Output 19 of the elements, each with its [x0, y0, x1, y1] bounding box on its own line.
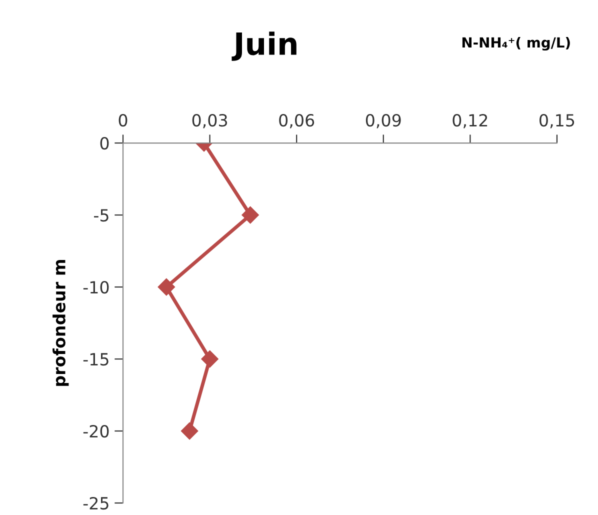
x-tick-label: 0,12: [452, 114, 488, 128]
x-tick-label: 0,09: [366, 114, 401, 128]
y-tick-label: 0: [100, 136, 109, 150]
point: [181, 422, 198, 440]
x-tick-label: 0,06: [279, 114, 314, 128]
x-tick-label: 0,15: [540, 114, 574, 128]
point: [242, 206, 259, 224]
x-tick-label: 0: [118, 114, 128, 127]
point: [158, 278, 175, 296]
chart-title: Juin: [232, 32, 296, 61]
y-tick-label: -15: [83, 353, 108, 366]
y-tick-label: -10: [83, 280, 109, 294]
x-axis-title: N-NH₄⁺( mg/L): [462, 37, 570, 51]
point: [201, 350, 218, 368]
x-tick-label: 0,03: [192, 114, 228, 128]
y-tick-label: -5: [94, 209, 108, 222]
y-axis-title: profondeur m: [52, 260, 69, 386]
y-tick-label: -25: [83, 496, 108, 510]
y-tick-label: -20: [83, 424, 109, 438]
